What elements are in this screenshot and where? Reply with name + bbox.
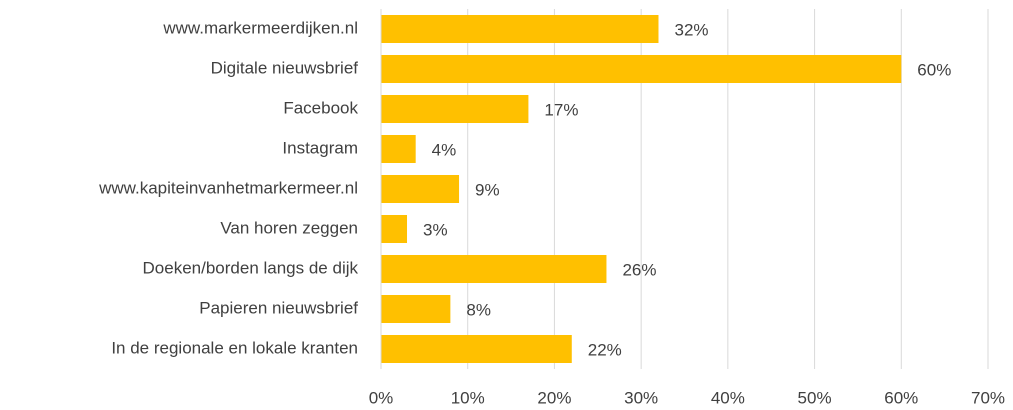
bar <box>381 295 451 323</box>
y-tick-label: Digitale nieuwsbrief <box>211 58 359 77</box>
value-label: 60% <box>917 60 951 79</box>
x-tick-label: 70% <box>971 388 1005 407</box>
x-tick-label: 50% <box>798 388 832 407</box>
value-label: 32% <box>674 20 708 39</box>
bar <box>381 335 572 363</box>
x-tick-label: 10% <box>451 388 485 407</box>
y-tick-label: Facebook <box>283 98 358 117</box>
value-label: 9% <box>475 180 500 199</box>
bar <box>381 215 408 243</box>
x-tick-label: 60% <box>884 388 918 407</box>
bar <box>381 135 416 163</box>
bar <box>381 55 902 83</box>
bar <box>381 15 659 43</box>
y-tick-label: Instagram <box>282 138 358 157</box>
x-tick-label: 30% <box>624 388 658 407</box>
bar <box>381 255 607 283</box>
bar <box>381 95 529 123</box>
y-tick-label: www.kapiteinvanhetmarkermeer.nl <box>98 178 358 197</box>
x-tick-label: 20% <box>537 388 571 407</box>
value-label: 22% <box>588 340 622 359</box>
value-label: 8% <box>466 300 491 319</box>
y-tick-label: In de regionale en lokale kranten <box>111 338 358 357</box>
value-label: 4% <box>432 140 457 159</box>
y-tick-label: Van horen zeggen <box>220 218 358 237</box>
y-tick-label: Papieren nieuwsbrief <box>199 298 358 317</box>
value-label: 26% <box>622 260 656 279</box>
value-label: 17% <box>544 100 578 119</box>
bar <box>381 175 460 203</box>
x-tick-label: 40% <box>711 388 745 407</box>
value-label: 3% <box>423 220 448 239</box>
y-tick-label: www.markermeerdijken.nl <box>162 18 358 37</box>
x-tick-label: 0% <box>369 388 394 407</box>
y-tick-label: Doeken/borden langs de dijk <box>143 258 359 277</box>
